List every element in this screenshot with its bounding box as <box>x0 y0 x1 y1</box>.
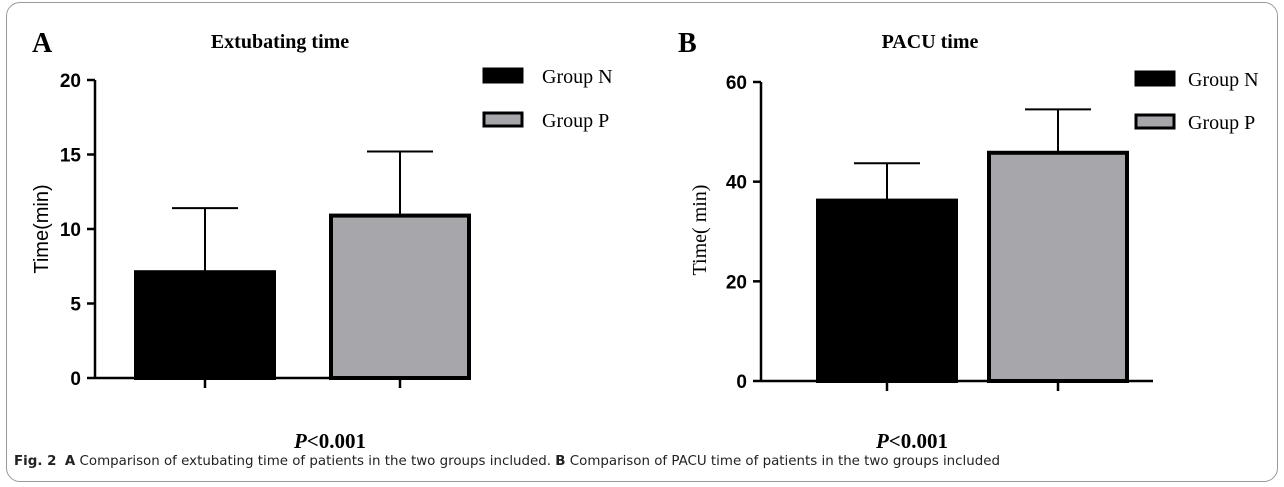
bar-group-p <box>987 150 1129 383</box>
bar-group-n <box>134 270 276 380</box>
y-tick-label: 20 <box>60 71 81 92</box>
panel-label: A <box>32 28 53 59</box>
caption-fig-label: Fig. 2 <box>14 454 57 469</box>
caption-a-text: Comparison of extubating time of patient… <box>79 454 552 469</box>
y-tick-label: 60 <box>726 73 747 94</box>
y-tick-label: 20 <box>726 272 747 293</box>
y-tick-label: 0 <box>70 369 81 390</box>
legend-swatch <box>1134 70 1176 87</box>
caption-b-label: B <box>555 454 566 469</box>
y-tick-label: 15 <box>60 146 82 167</box>
bar-group-p <box>329 213 471 380</box>
legend-label: Group N <box>1188 69 1259 91</box>
caption-b-text: Comparison of PACU time of patients in t… <box>569 454 1000 469</box>
legend-swatch <box>1134 113 1176 130</box>
legend-label: Group N <box>542 66 613 88</box>
p-value-annotation: P<0.001 <box>293 429 366 453</box>
y-tick-label: 10 <box>60 220 81 241</box>
p-value-annotation: P<0.001 <box>875 429 948 453</box>
legend-label: Group P <box>542 110 609 132</box>
caption-a-label: A <box>64 454 76 469</box>
figure-frame <box>6 2 1278 482</box>
legend-label: Group P <box>1188 112 1255 134</box>
bar-group-n <box>816 198 958 383</box>
y-tick-label: 40 <box>726 173 747 194</box>
legend-swatch <box>482 67 524 84</box>
panel-b: B PACU time 0 20 40 60 Time( min) Group N Group … <box>678 28 1259 453</box>
y-tick-label: 5 <box>70 295 81 316</box>
legend-swatch <box>482 111 524 128</box>
panel-a: A Extubating time 0 5 10 15 20 Time(min) Group N… <box>31 28 613 453</box>
y-tick-label: 0 <box>736 372 747 393</box>
panel-label: B <box>678 28 697 59</box>
chart-title: PACU time <box>882 31 979 53</box>
figure-caption: Fig. 2 A Comparison of extubating time o… <box>14 454 1276 469</box>
y-axis-label: Time(min) <box>31 184 53 273</box>
chart-title: Extubating time <box>211 31 349 53</box>
y-axis-label: Time( min) <box>689 185 711 276</box>
